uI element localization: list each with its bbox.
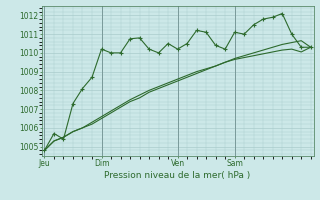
X-axis label: Pression niveau de la mer( hPa ): Pression niveau de la mer( hPa ) (104, 171, 251, 180)
